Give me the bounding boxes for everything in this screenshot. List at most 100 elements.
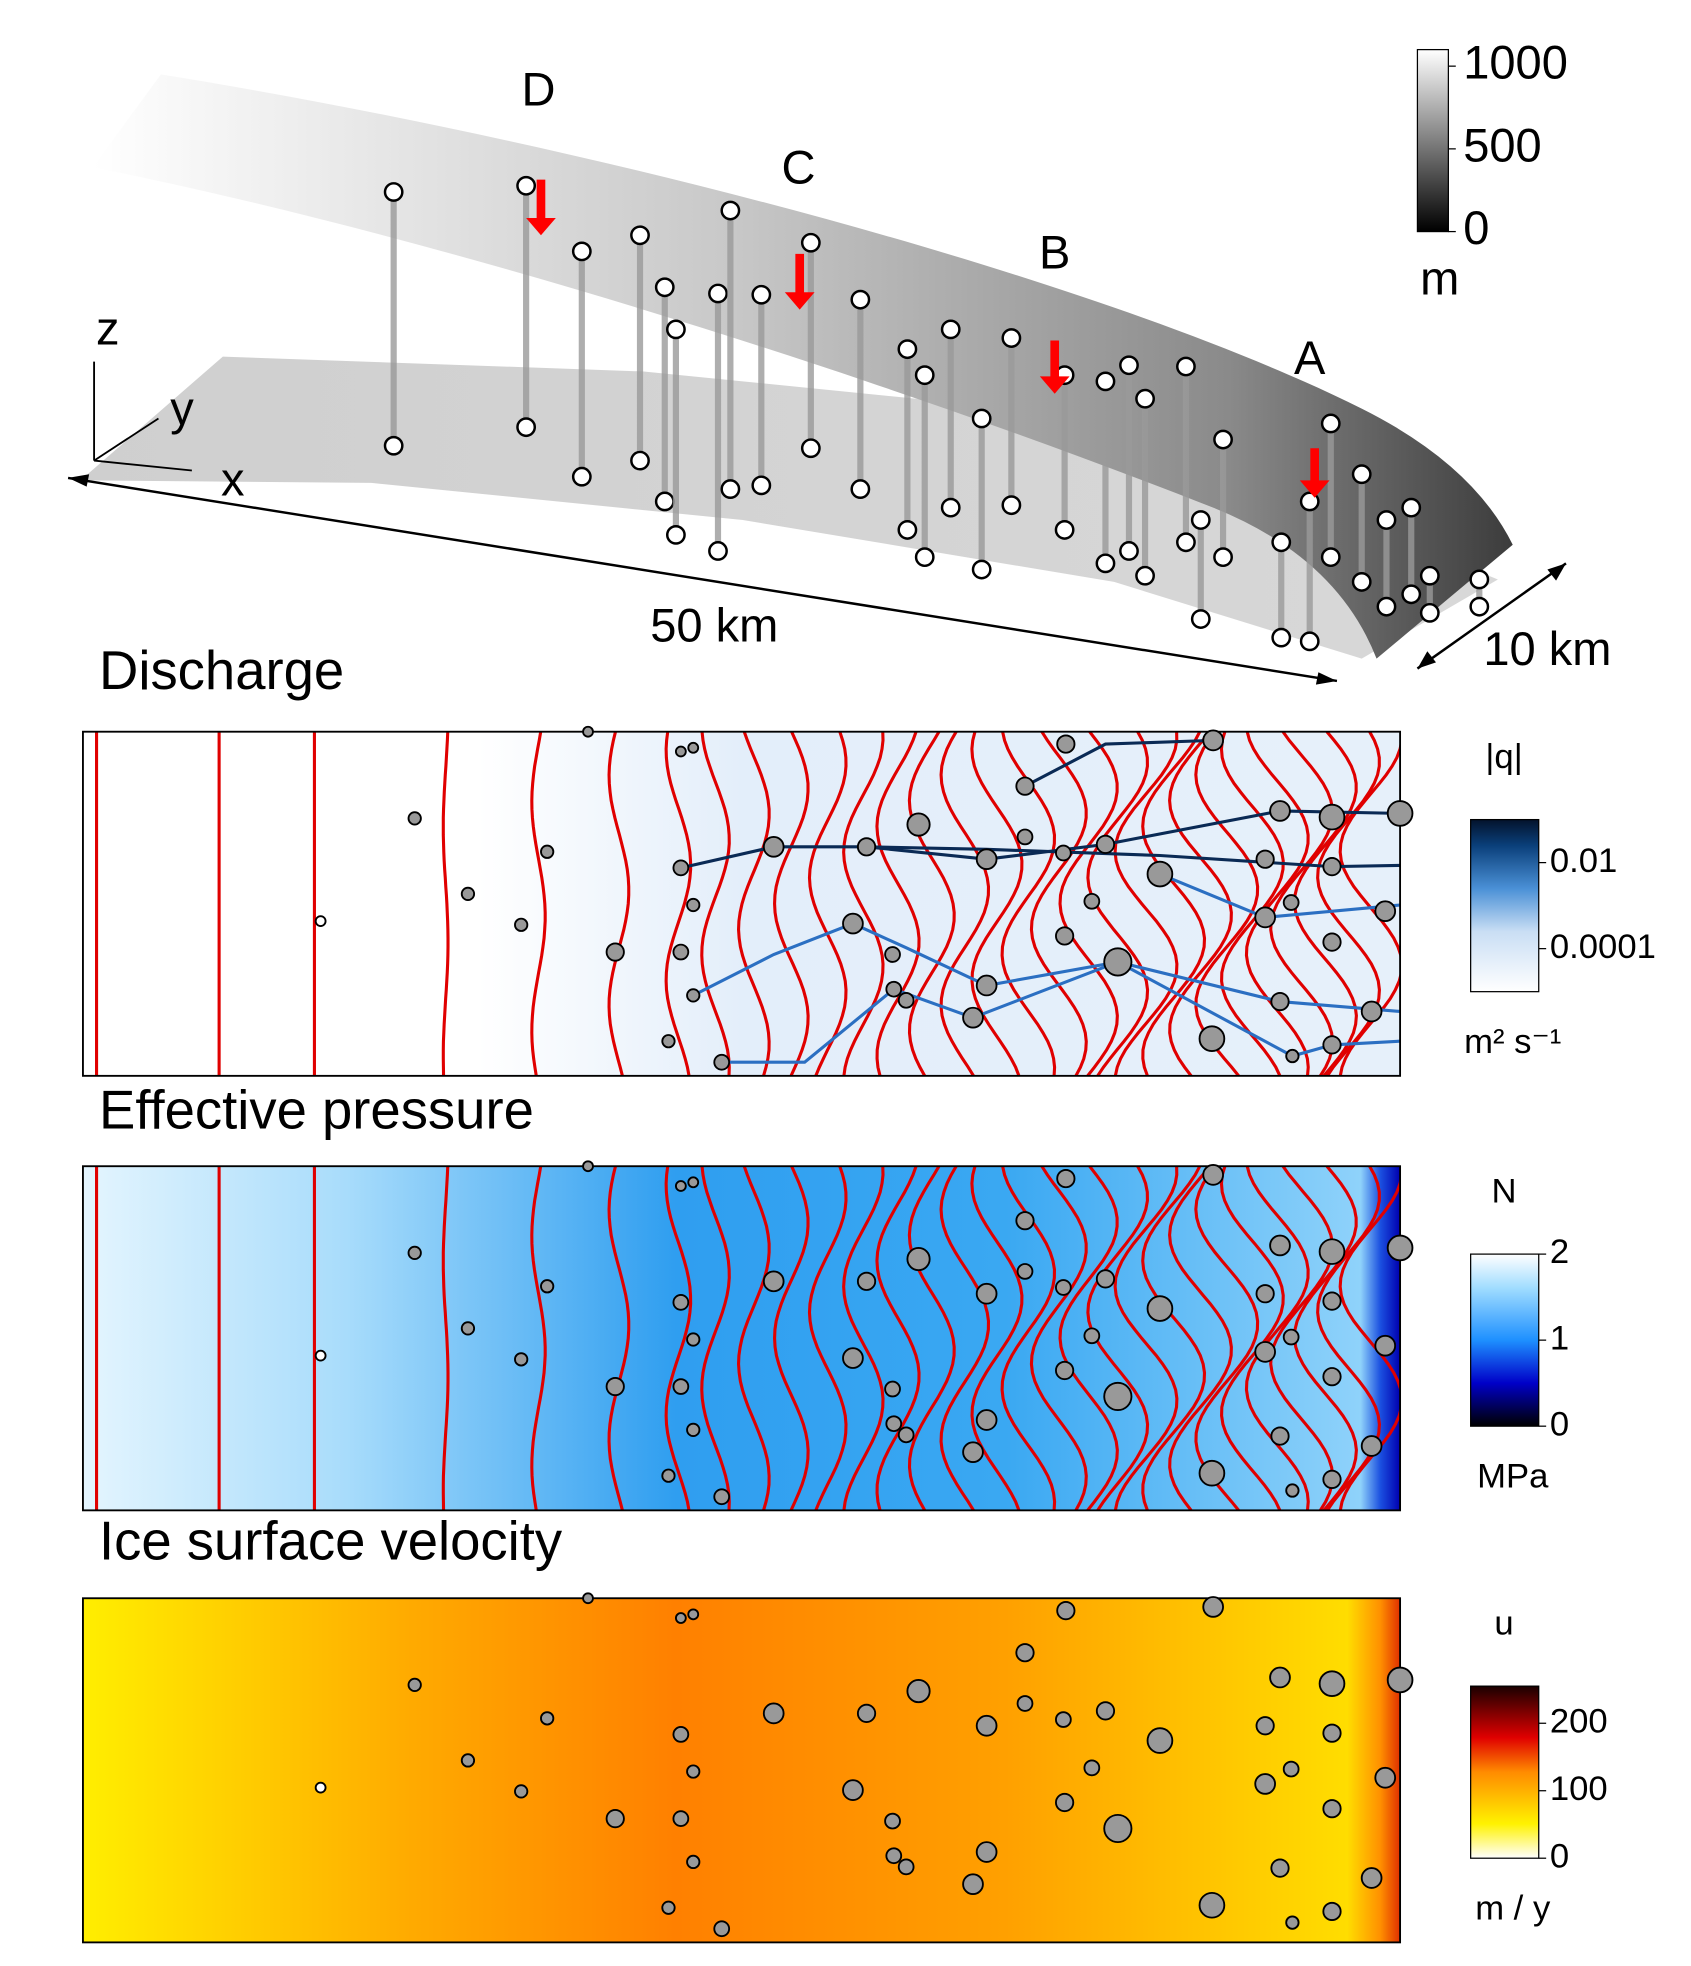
moulin bbox=[1299, 491, 1320, 512]
site-arrow-head bbox=[1039, 376, 1070, 394]
moulin bbox=[842, 912, 864, 935]
moulin bbox=[686, 897, 701, 913]
moulin bbox=[1322, 1799, 1342, 1819]
contour bbox=[1269, 1166, 1335, 1511]
moulin-base bbox=[1271, 627, 1292, 648]
colorbar-tick-label: 500 bbox=[1463, 118, 1541, 171]
colorbar bbox=[1470, 1253, 1540, 1427]
site-arrow-head bbox=[784, 292, 815, 310]
colorbar-label: N bbox=[1492, 1173, 1517, 1211]
moulin bbox=[1202, 1596, 1224, 1618]
moulin bbox=[1055, 1711, 1072, 1728]
moulin bbox=[571, 241, 592, 262]
contour bbox=[700, 731, 731, 1076]
moulin bbox=[1254, 1341, 1276, 1363]
moulin-base bbox=[666, 524, 686, 545]
moulin bbox=[314, 1781, 327, 1794]
moulin bbox=[1016, 1695, 1034, 1712]
moulin bbox=[1374, 900, 1397, 923]
colorbar-tick-label: 0.01 bbox=[1550, 842, 1617, 880]
contour bbox=[441, 1166, 450, 1511]
moulin bbox=[762, 1270, 785, 1293]
contour bbox=[1113, 1166, 1179, 1511]
moulin bbox=[1374, 1334, 1397, 1357]
contour bbox=[807, 731, 848, 1076]
moulin bbox=[1095, 1701, 1116, 1721]
moulin bbox=[1282, 1760, 1300, 1778]
contour bbox=[773, 731, 810, 1076]
moulin bbox=[1095, 834, 1116, 854]
width-label: 10 km bbox=[1483, 622, 1611, 675]
moulin bbox=[1202, 729, 1224, 752]
moulin bbox=[1055, 1792, 1075, 1813]
moulin bbox=[1055, 844, 1072, 862]
moulin bbox=[885, 1847, 903, 1865]
elevation-colorbar bbox=[1416, 48, 1449, 233]
arrow-head bbox=[1417, 651, 1436, 669]
moulin-base bbox=[1135, 565, 1155, 586]
contour bbox=[1029, 1166, 1088, 1511]
moulin bbox=[975, 1841, 998, 1863]
contour bbox=[773, 1166, 810, 1511]
contour bbox=[664, 731, 693, 1076]
moulin bbox=[713, 1920, 731, 1938]
moulin-base bbox=[1190, 609, 1211, 629]
map-panel: 200 100 0 u m / y bbox=[82, 1592, 1608, 1944]
moulin-base bbox=[571, 466, 592, 487]
moulin-base bbox=[1176, 532, 1196, 553]
contour bbox=[664, 1166, 693, 1511]
moulin bbox=[1318, 803, 1346, 831]
moulin bbox=[407, 811, 422, 826]
moulin-base bbox=[516, 417, 537, 438]
map-content bbox=[82, 1598, 1401, 1943]
overview-3d: z y x 50 km 10 km D C B A m 1000 500 0 bbox=[67, 36, 1611, 685]
moulin bbox=[1351, 464, 1372, 485]
moulin bbox=[687, 1176, 700, 1189]
channel bbox=[692, 921, 1401, 1014]
moulin bbox=[1198, 1459, 1226, 1487]
moulin bbox=[1322, 1723, 1342, 1743]
moulin bbox=[407, 1245, 422, 1260]
moulin bbox=[314, 1349, 327, 1362]
width-scale bbox=[1416, 562, 1567, 670]
moulin bbox=[1360, 1435, 1383, 1457]
moulin bbox=[1015, 1643, 1035, 1663]
moulin bbox=[1015, 776, 1035, 796]
map-panel: 0.01 0.0001 |q| m² s⁻¹ bbox=[82, 725, 1656, 1077]
moulin bbox=[1202, 1164, 1224, 1186]
colorbar-tick-label: 1000 bbox=[1463, 36, 1568, 89]
colorbar-unit: MPa bbox=[1477, 1457, 1549, 1495]
moulin bbox=[1270, 1426, 1290, 1446]
moulin bbox=[407, 1677, 422, 1693]
moulin-base bbox=[1401, 584, 1422, 605]
arrow-head bbox=[1547, 563, 1566, 581]
moulin bbox=[1270, 1858, 1290, 1878]
contour bbox=[842, 731, 885, 1076]
site-arrow-head bbox=[1299, 480, 1330, 498]
moulin bbox=[514, 1352, 529, 1367]
moulin bbox=[582, 725, 594, 738]
contour bbox=[1244, 1166, 1310, 1511]
moulin bbox=[906, 1246, 931, 1272]
contour bbox=[1141, 1166, 1207, 1511]
moulin-base bbox=[1213, 547, 1233, 568]
moulin bbox=[962, 1441, 984, 1464]
moulin bbox=[687, 1608, 700, 1621]
moulin bbox=[314, 915, 327, 927]
moulin-base bbox=[914, 547, 935, 568]
contour bbox=[700, 1166, 731, 1511]
moulin bbox=[666, 319, 686, 340]
moulin bbox=[940, 319, 961, 340]
moulin-base bbox=[720, 479, 741, 499]
map-frame bbox=[82, 730, 1402, 1077]
moulin bbox=[1055, 1279, 1072, 1296]
moulin bbox=[516, 175, 537, 196]
colorbar bbox=[1470, 1685, 1540, 1859]
colorbar-unit: m / y bbox=[1475, 1889, 1551, 1927]
colorbar-tick-label: 100 bbox=[1550, 1770, 1608, 1808]
moulin bbox=[962, 1873, 984, 1896]
moulin bbox=[1255, 849, 1275, 869]
moulin bbox=[1322, 1291, 1342, 1311]
moulin bbox=[1271, 532, 1292, 553]
moulin bbox=[1213, 429, 1233, 450]
